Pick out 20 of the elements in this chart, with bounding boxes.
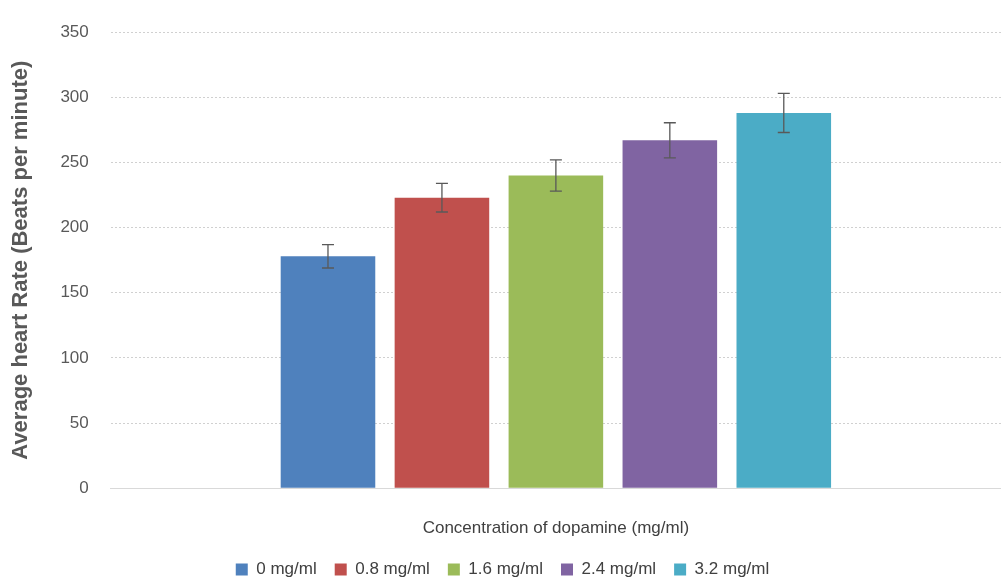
bar	[508, 175, 604, 488]
y-tick-label: 100	[60, 347, 89, 367]
legend-label: 2.4 mg/ml	[581, 559, 657, 579]
y-tick-label: 250	[60, 152, 89, 172]
legend-label: 3.2 mg/ml	[694, 559, 770, 579]
y-tick-label: 200	[60, 217, 89, 237]
y-tick-label: 300	[60, 87, 89, 107]
legend-label: 1.6 mg/ml	[468, 559, 543, 579]
y-tick-label: 150	[60, 282, 89, 302]
y-axis-title: Average heart Rate (Beats per minute)	[7, 60, 33, 460]
y-tick-label: 50	[69, 412, 89, 432]
bar	[736, 112, 832, 488]
y-tick-label: 350	[60, 21, 89, 41]
bar	[622, 140, 718, 488]
legend-label: 0 mg/ml	[256, 559, 317, 579]
bar	[394, 197, 490, 488]
y-tick-label: 0	[79, 477, 89, 497]
legend-label: 0.8 mg/ml	[355, 559, 430, 579]
x-axis-title: Concentration of dopamine (mg/ml)	[422, 518, 690, 538]
bar	[280, 256, 376, 488]
